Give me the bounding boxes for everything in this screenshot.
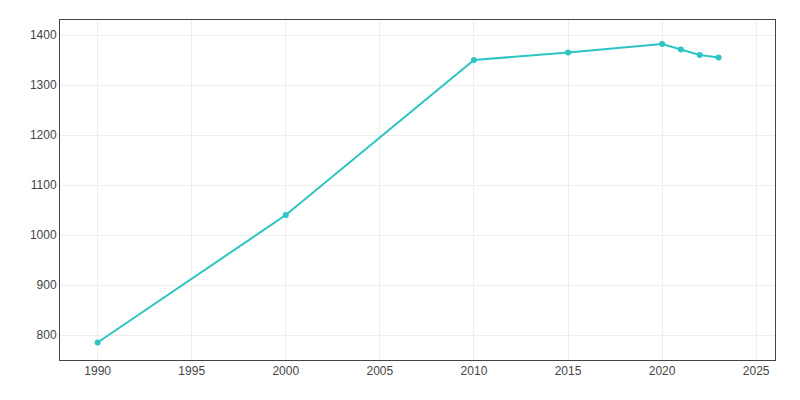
svg-text:1995: 1995: [178, 364, 205, 378]
svg-text:1100: 1100: [31, 178, 57, 192]
svg-text:800: 800: [37, 328, 57, 342]
svg-text:1990: 1990: [84, 364, 111, 378]
svg-text:2020: 2020: [649, 364, 676, 378]
svg-text:2000: 2000: [272, 364, 299, 378]
svg-text:1400: 1400: [30, 28, 57, 42]
svg-text:2015: 2015: [555, 364, 582, 378]
svg-text:2025: 2025: [743, 364, 770, 378]
svg-text:900: 900: [37, 278, 57, 292]
svg-text:1300: 1300: [30, 78, 57, 92]
svg-text:2005: 2005: [367, 364, 394, 378]
svg-text:2010: 2010: [461, 364, 488, 378]
svg-text:1000: 1000: [30, 228, 57, 242]
svg-text:1200: 1200: [30, 128, 57, 142]
